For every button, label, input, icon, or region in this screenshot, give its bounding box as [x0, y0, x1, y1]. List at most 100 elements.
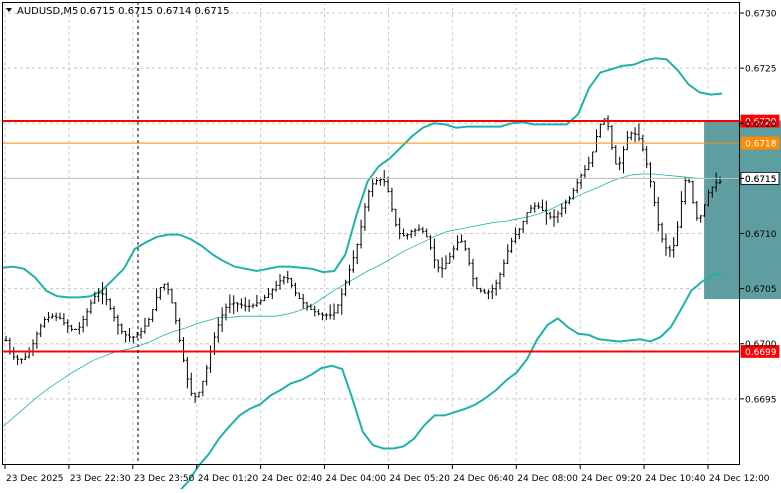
price-label-text: 0.6715	[745, 175, 777, 185]
price-bar	[687, 178, 691, 184]
price-bar	[359, 219, 363, 249]
price-bar	[320, 312, 324, 321]
price-bar	[367, 189, 371, 212]
projection-box[interactable]	[704, 120, 781, 300]
price-bar	[39, 323, 43, 338]
price-bar	[652, 181, 656, 207]
price-bar	[236, 302, 240, 312]
price-label-text: 0.6720	[745, 118, 777, 128]
price-bar	[363, 203, 367, 231]
price-bar	[193, 392, 197, 403]
price-bar	[525, 212, 529, 225]
price-bar	[100, 282, 104, 305]
price-bar	[714, 172, 718, 192]
price-bar	[70, 324, 74, 332]
price-bar	[413, 228, 417, 237]
ohlc-values: 0.6715 0.6715 0.6714 0.6715	[80, 6, 230, 17]
price-bar	[699, 215, 703, 223]
price-bar	[676, 221, 680, 247]
price-bar	[664, 233, 668, 256]
price-bar	[529, 204, 533, 214]
price-bar	[131, 336, 135, 344]
price-bar	[425, 228, 429, 238]
price-bar	[189, 372, 193, 397]
price-bar	[170, 288, 174, 304]
price-bar	[564, 199, 568, 214]
price-tick-label: 0.6725	[745, 65, 777, 75]
price-bar	[347, 264, 351, 286]
price-bar	[486, 289, 490, 300]
price-bar	[656, 196, 660, 232]
price-tick-label: 0.6715	[745, 175, 777, 185]
price-bar	[668, 245, 672, 258]
time-tick-label: 24 Dec 10:40	[645, 474, 706, 484]
price-bar	[301, 293, 305, 309]
price-bar	[483, 289, 487, 294]
price-bar	[552, 209, 556, 227]
price-bar	[332, 303, 336, 320]
price-bar	[579, 173, 583, 189]
time-tick-label: 24 Dec 06:40	[453, 474, 514, 484]
price-label-box	[740, 345, 780, 358]
price-bar	[336, 304, 340, 314]
price-bar	[4, 335, 8, 342]
time-tick-label: 24 Dec 05:20	[389, 474, 450, 484]
price-bar	[282, 275, 286, 285]
price-bar	[340, 288, 344, 315]
price-bar	[297, 292, 301, 300]
price-bar	[305, 301, 309, 311]
price-bar	[274, 280, 278, 292]
price-bar	[216, 317, 220, 343]
time-tick-label: 24 Dec 02:40	[262, 474, 323, 484]
price-bar	[398, 217, 402, 240]
price-bar	[432, 238, 436, 269]
price-bar	[162, 283, 166, 291]
price-bar	[209, 345, 213, 373]
price-bar	[116, 314, 120, 335]
price-bar	[517, 228, 521, 240]
price-bar	[490, 284, 494, 300]
price-bar	[637, 123, 641, 142]
price-bar	[405, 233, 409, 240]
price-bar	[594, 129, 598, 153]
price-tick-label: 0.6710	[745, 230, 777, 240]
price-bar	[421, 226, 425, 234]
price-bar	[679, 191, 683, 229]
axes: 0.67300.67250.67200.67150.67100.67050.67…	[4, 10, 777, 484]
price-bar	[81, 315, 85, 333]
price-bar	[371, 178, 375, 197]
price-bar	[510, 237, 514, 253]
price-bar	[691, 180, 695, 204]
price-bar	[583, 165, 587, 180]
price-bar	[97, 288, 101, 302]
price-bar	[402, 228, 406, 237]
horizontal-lines[interactable]: 0.6720 0.6718 0.6715 0.6699	[2, 114, 780, 358]
price-bar	[355, 243, 359, 265]
price-bar	[706, 189, 710, 207]
price-bar	[185, 356, 189, 389]
price-bar	[197, 391, 201, 398]
price-bar	[498, 272, 502, 290]
price-label-text: 0.6718	[745, 140, 777, 150]
bollinger-lower-band	[177, 272, 723, 493]
price-bar	[710, 186, 714, 198]
price-label-box	[740, 136, 780, 150]
price-bar	[255, 295, 259, 308]
triangle-down-icon[interactable]	[6, 8, 12, 12]
price-bar	[62, 313, 66, 326]
price-bar	[50, 313, 54, 319]
price-bar	[351, 250, 355, 273]
price-bar	[463, 240, 467, 251]
price-bar	[89, 299, 93, 314]
grid	[2, 2, 740, 465]
price-bar	[417, 224, 421, 232]
price-bar	[452, 245, 456, 260]
price-bar	[672, 237, 676, 258]
price-bar	[247, 299, 251, 312]
price-bar	[633, 127, 637, 143]
price-bar	[124, 330, 128, 343]
price-bar	[151, 309, 155, 323]
price-bar	[228, 294, 232, 314]
